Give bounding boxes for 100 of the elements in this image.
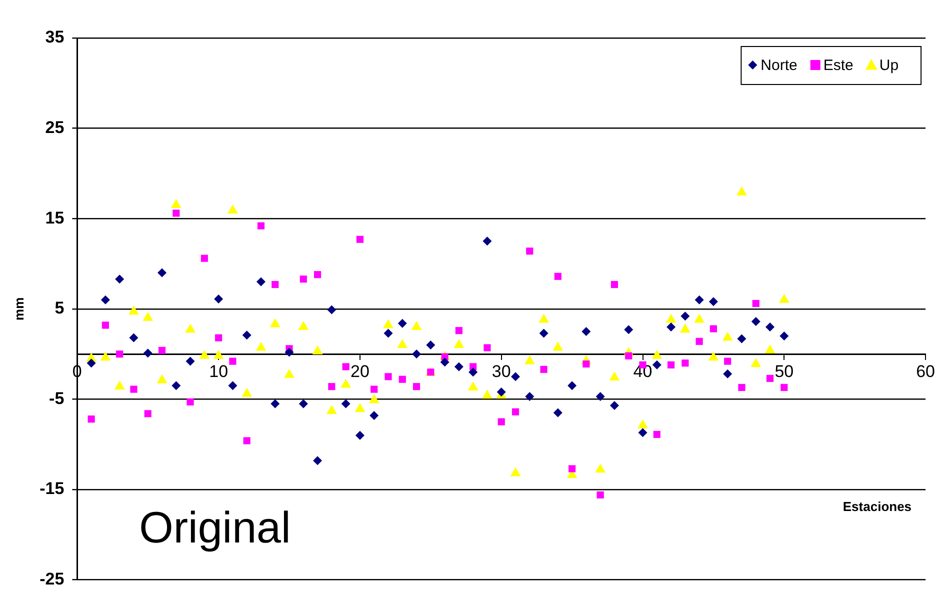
- point: [243, 437, 250, 444]
- point: [228, 204, 238, 214]
- point: [100, 295, 110, 304]
- point: [215, 334, 222, 342]
- point: [652, 350, 662, 359]
- point: [468, 368, 478, 377]
- point: [736, 186, 747, 196]
- point: [694, 314, 705, 323]
- point: [398, 318, 407, 328]
- point: [468, 381, 478, 390]
- point: [680, 312, 690, 321]
- point: [156, 374, 168, 384]
- point: [568, 465, 576, 472]
- point: [552, 342, 564, 351]
- point: [498, 418, 505, 426]
- point: [158, 268, 167, 278]
- point: [778, 294, 790, 303]
- point: [609, 372, 620, 381]
- point: [213, 350, 224, 359]
- point: [298, 399, 308, 408]
- point: [780, 384, 788, 391]
- point: [272, 280, 279, 288]
- point: [355, 430, 364, 440]
- point: [666, 322, 676, 332]
- point: [596, 491, 604, 498]
- point: [342, 363, 350, 370]
- point: [172, 210, 180, 217]
- point: [666, 314, 676, 323]
- point: [284, 348, 294, 357]
- point: [625, 352, 632, 360]
- point: [397, 339, 408, 348]
- point: [764, 344, 776, 354]
- point: [524, 355, 535, 364]
- legend-label: Up: [879, 57, 899, 74]
- y-axis-title: mm: [11, 297, 26, 320]
- point: [722, 332, 733, 341]
- point: [200, 254, 208, 262]
- point: [257, 222, 265, 230]
- point: [370, 410, 379, 420]
- x-tick-label: 60: [916, 362, 936, 381]
- point: [539, 328, 548, 338]
- point: [383, 319, 394, 328]
- point: [411, 320, 422, 330]
- point: [553, 408, 562, 418]
- point: [412, 383, 420, 390]
- point: [526, 248, 534, 255]
- point: [242, 330, 252, 340]
- point: [370, 386, 378, 393]
- point: [340, 378, 352, 388]
- y-tick-label: 35: [45, 28, 64, 47]
- point: [130, 386, 138, 393]
- point: [638, 419, 648, 428]
- point: [256, 277, 266, 286]
- point: [750, 358, 762, 367]
- point: [496, 387, 506, 396]
- point: [455, 327, 462, 334]
- point: [356, 236, 364, 243]
- point: [512, 408, 520, 416]
- point: [384, 328, 393, 338]
- point: [242, 388, 252, 397]
- annotation: Original: [139, 503, 291, 552]
- point: [482, 236, 492, 246]
- point: [186, 398, 194, 406]
- point: [144, 410, 152, 418]
- point: [354, 403, 366, 412]
- point: [88, 416, 95, 423]
- point: [454, 339, 464, 348]
- point: [680, 324, 690, 333]
- point: [540, 366, 548, 373]
- point: [186, 356, 195, 366]
- point: [554, 272, 562, 280]
- point: [86, 358, 96, 368]
- point: [696, 338, 703, 345]
- point: [327, 305, 336, 314]
- y-tick-label: -5: [49, 388, 64, 408]
- point: [298, 320, 309, 330]
- point: [624, 325, 634, 334]
- point: [143, 348, 152, 358]
- point: [313, 456, 322, 466]
- point: [228, 381, 238, 390]
- point: [752, 300, 760, 308]
- point: [652, 360, 662, 370]
- point: [214, 294, 224, 304]
- point: [525, 392, 534, 401]
- point: [610, 280, 618, 288]
- point: [326, 404, 337, 414]
- y-tick-label: 25: [45, 118, 64, 137]
- point: [185, 324, 196, 333]
- point: [116, 350, 124, 358]
- point: [256, 342, 266, 351]
- point: [596, 392, 605, 401]
- x-tick-label: 50: [774, 362, 794, 381]
- legend-label: Norte: [760, 57, 798, 74]
- point: [341, 399, 350, 408]
- point: [300, 276, 307, 283]
- point: [510, 467, 521, 476]
- point: [454, 362, 464, 372]
- point: [653, 430, 660, 438]
- point: [328, 383, 336, 390]
- point: [284, 368, 294, 378]
